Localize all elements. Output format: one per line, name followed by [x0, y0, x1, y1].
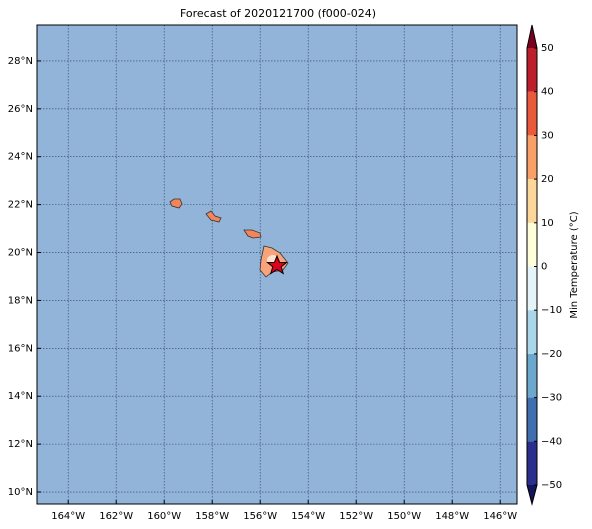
colorbar-bin: [527, 135, 537, 180]
island-maui: [243, 229, 262, 239]
colorbar-tick-label: 30: [541, 130, 554, 141]
y-tick-label: 18°N: [8, 295, 33, 306]
colorbar-bin: [527, 441, 537, 485]
colorbar-tick-label: −40: [541, 436, 562, 447]
map-title: Forecast of 2020121700 (f000-024): [180, 7, 376, 20]
x-tick-label: 146°W: [483, 511, 517, 522]
island-oahu: [205, 210, 222, 223]
colorbar-tick-label: 40: [541, 87, 554, 98]
island-kauai: [169, 198, 183, 209]
map-frame: [36, 24, 518, 505]
x-tick-label: 160°W: [147, 511, 181, 522]
y-tick-label: 22°N: [8, 200, 33, 211]
colorbar-bin: [527, 266, 537, 311]
x-tick-label: 162°W: [99, 511, 133, 522]
colorbar-bin: [527, 91, 537, 136]
y-tick-label: 14°N: [8, 391, 33, 402]
x-tick-label: 154°W: [291, 511, 325, 522]
x-tick-label: 148°W: [435, 511, 469, 522]
colorbar-bin: [527, 397, 537, 442]
y-tick-label: 10°N: [8, 487, 33, 498]
x-tick-label: 152°W: [339, 511, 373, 522]
y-tick-label: 16°N: [8, 343, 33, 354]
x-tick-label: 156°W: [243, 511, 277, 522]
colorbar-bin: [527, 222, 537, 267]
colorbar-bin: [527, 353, 537, 398]
colorbar: [526, 24, 538, 506]
colorbar-label: Min Temperature (°C): [569, 211, 580, 318]
colorbar-tick-label: 10: [541, 218, 554, 229]
colorbar-tick-label: −10: [541, 305, 562, 316]
x-tick-label: 164°W: [51, 511, 85, 522]
colorbar-under: [527, 485, 537, 504]
colorbar-bin: [527, 48, 537, 92]
grid: [37, 25, 517, 504]
colorbar-tick-label: −50: [541, 480, 562, 491]
colorbar-bin: [527, 310, 537, 354]
colorbar-tick-label: 50: [541, 43, 554, 54]
colorbar-tick-label: −20: [541, 349, 562, 360]
location-star: [266, 254, 288, 275]
colorbar-over: [527, 25, 537, 48]
x-tick-label: 150°W: [387, 511, 421, 522]
x-tick-label: 158°W: [195, 511, 229, 522]
y-tick-label: 24°N: [8, 152, 33, 163]
y-tick-label: 12°N: [8, 439, 33, 450]
y-tick-label: 26°N: [8, 104, 33, 115]
y-tick-label: 28°N: [8, 56, 33, 67]
colorbar-tick-label: 20: [541, 174, 554, 185]
colorbar-tick-label: −30: [541, 393, 562, 404]
colorbar-bin: [527, 179, 537, 223]
colorbar-tick-label: 0: [541, 262, 547, 273]
y-tick-label: 20°N: [8, 248, 33, 259]
